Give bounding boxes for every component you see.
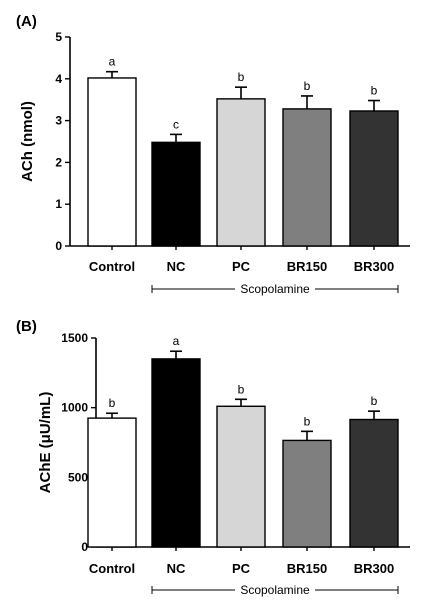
y-axis-label: AChE (μU/mL) xyxy=(37,392,54,494)
significance-letter: b xyxy=(304,79,311,93)
category-label: Control xyxy=(89,561,135,576)
category-label: BR300 xyxy=(354,561,394,576)
bar xyxy=(151,141,201,247)
y-tick-label: 1000 xyxy=(61,401,88,415)
y-tick-label: 5 xyxy=(55,30,62,44)
significance-letter: b xyxy=(238,70,245,84)
significance-letter: b xyxy=(371,394,378,408)
bar xyxy=(216,98,266,247)
group-bracket-label: Scopolamine xyxy=(240,282,310,296)
significance-letter: b xyxy=(238,382,245,396)
chart-panel-a: (A) ACh (nmol) 0 1 2 3 4 5 a Control c NC b PC b BR150 b… xyxy=(16,13,410,296)
y-tick-label: 0 xyxy=(55,239,62,253)
bar xyxy=(87,417,137,548)
category-label: BR150 xyxy=(287,259,327,274)
category-label: NC xyxy=(167,259,186,274)
y-tick-label: 1500 xyxy=(61,331,88,345)
category-label: BR150 xyxy=(287,561,327,576)
panel-label: (A) xyxy=(16,13,37,30)
category-label: PC xyxy=(232,561,251,576)
category-label: Control xyxy=(89,259,135,274)
bar xyxy=(349,418,399,548)
significance-letter: b xyxy=(109,396,116,410)
category-label: PC xyxy=(232,259,251,274)
bar xyxy=(216,405,266,548)
y-tick-label: 500 xyxy=(68,470,88,484)
category-label: BR300 xyxy=(354,259,394,274)
significance-letter: b xyxy=(304,414,311,428)
panel-label: (B) xyxy=(16,318,37,335)
y-axis-label: ACh (nmol) xyxy=(19,101,36,182)
group-bracket-label: Scopolamine xyxy=(240,583,310,597)
significance-letter: b xyxy=(371,84,378,98)
bar xyxy=(282,439,332,548)
significance-letter: a xyxy=(173,334,180,348)
significance-letter: a xyxy=(109,55,116,69)
category-label: NC xyxy=(167,561,186,576)
y-tick-label: 4 xyxy=(55,72,62,86)
chart-panel-b: (B) AChE (μU/mL) 0 500 1000 1500 b Control a NC b P… xyxy=(16,318,410,597)
y-tick-label: 2 xyxy=(55,155,62,169)
y-tick-label: 0 xyxy=(81,540,88,554)
bar xyxy=(349,110,399,247)
bar xyxy=(151,358,201,548)
y-tick-label: 1 xyxy=(55,197,62,211)
significance-letter: c xyxy=(173,117,179,131)
bar xyxy=(282,108,332,247)
bar xyxy=(87,77,137,247)
y-tick-label: 3 xyxy=(55,114,62,128)
